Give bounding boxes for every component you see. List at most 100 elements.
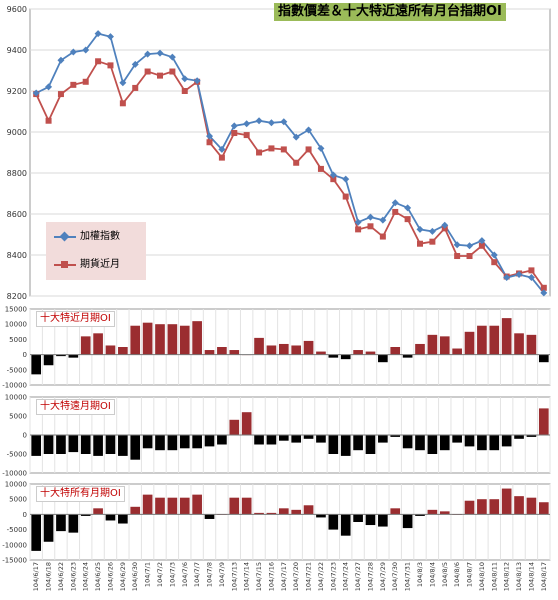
futures-point: [392, 208, 399, 215]
x-tick-label: 104/7/23: [329, 562, 337, 591]
panel-near-y-tick-label: 15000: [5, 306, 27, 314]
panel-far-bar: [415, 435, 425, 451]
panel-near-bar: [80, 336, 91, 355]
panel-far-bar: [328, 435, 339, 454]
x-tick-label: 104/6/18: [45, 562, 53, 591]
panel-all-bar: [80, 514, 91, 516]
main-y-tick-label: 8200: [7, 292, 27, 301]
futures-point: [280, 146, 287, 153]
index-point: [441, 221, 449, 229]
main-y-tick-label: 9200: [7, 87, 27, 96]
futures-point: [132, 84, 139, 91]
legend-label-index: 加權指數: [80, 231, 120, 242]
index-point: [131, 60, 139, 68]
futures-point: [57, 91, 64, 98]
panel-near-bar: [56, 354, 66, 357]
futures-point: [144, 68, 151, 75]
panel-far-bar: [130, 435, 141, 460]
main-y-tick-label: 8800: [7, 169, 27, 178]
x-tick-label: 104/6/25: [94, 562, 102, 591]
panel-near-bar: [526, 334, 537, 355]
panel-all-bar: [43, 514, 54, 542]
panel-all-bar: [415, 514, 425, 516]
legend-swatch-index: [54, 231, 76, 242]
index-point: [168, 53, 176, 61]
futures-point: [82, 78, 89, 85]
x-tick-label: 104/8/3: [416, 562, 424, 587]
index-point: [490, 251, 498, 259]
panel-near-bar: [365, 351, 376, 355]
legend-item-futures: 期貨近月: [54, 258, 120, 272]
panel-near-y-tick-label: 10000: [5, 321, 27, 329]
panel-all-y-tick-label: 0: [23, 511, 27, 519]
panel-all-bar: [229, 497, 240, 515]
panel-near-y-tick-label: -5000: [7, 366, 27, 374]
panel-all-bar: [241, 497, 252, 515]
panel-far-bar: [80, 435, 91, 454]
futures-point: [119, 100, 126, 107]
futures-point: [454, 253, 461, 260]
panel-near-bar: [378, 354, 388, 363]
main-y-tick-label: 9000: [7, 128, 27, 137]
legend-label-futures: 期貨近月: [80, 259, 120, 270]
panel-far-bar: [526, 435, 537, 437]
futures-point: [169, 68, 176, 75]
index-point: [379, 216, 387, 224]
panel-far-bar: [316, 435, 326, 443]
panel-near-y-tick-label: -10000: [2, 382, 27, 390]
panel-far-bar: [402, 435, 413, 449]
panel-far-bar: [514, 435, 524, 439]
index-point: [527, 274, 535, 282]
futures-point: [417, 240, 423, 247]
panel-all-bar: [390, 508, 401, 515]
panel-near-bar: [105, 345, 116, 355]
panel-near-bar: [278, 343, 289, 355]
panel-far-y-tick-label: 10000: [5, 394, 27, 402]
panel-all-bar: [316, 514, 326, 518]
futures-point: [355, 226, 362, 233]
index-point: [329, 171, 337, 179]
panel-all-bar: [31, 514, 42, 551]
panel-far-bar: [378, 435, 388, 443]
panel-far-bar: [489, 435, 500, 451]
panel-far-bar: [303, 435, 314, 439]
index-point: [428, 227, 436, 235]
panel-near-bar: [179, 325, 190, 355]
x-tick-label: 104/7/21: [305, 562, 313, 591]
panel-near-bar: [291, 345, 302, 355]
panel-all-y-tick-label: -10000: [2, 541, 27, 549]
index-point: [404, 204, 412, 212]
main-y-tick-label: 8600: [7, 210, 27, 219]
panel-near-bar: [192, 321, 202, 355]
index-point: [466, 242, 474, 250]
x-tick-label: 104/7/27: [354, 562, 362, 591]
legend: 加權指數 期貨近月: [46, 222, 146, 280]
futures-point: [404, 216, 411, 223]
index-point: [305, 126, 313, 134]
futures-point: [342, 193, 349, 200]
x-tick-label: 104/6/17: [32, 562, 40, 591]
index-point: [230, 122, 238, 130]
panel-all-bar: [427, 509, 438, 515]
index-point: [206, 132, 214, 140]
panel-near-bar: [229, 350, 240, 355]
panel-all-bar: [291, 509, 302, 515]
x-tick-label: 104/8/5: [441, 562, 449, 587]
futures-point: [317, 165, 324, 172]
x-tick-label: 104/7/8: [206, 562, 214, 587]
panel-near-bar: [303, 340, 314, 355]
panel-near-bar: [217, 347, 227, 355]
index-point: [156, 49, 164, 57]
x-tick-label: 104/7/15: [255, 562, 263, 591]
panel-far-y-tick-label: -5000: [7, 451, 27, 459]
panel-far-bar: [56, 435, 66, 454]
x-tick-label: 104/7/30: [391, 562, 399, 591]
panel-all-bar: [179, 497, 190, 515]
panel-far-bar: [278, 435, 289, 441]
panel-near-bar: [452, 348, 462, 355]
panel-near-bar: [31, 354, 42, 375]
index-point: [243, 120, 251, 128]
x-tick-label: 104/7/1: [144, 562, 152, 587]
panel-near-bar: [204, 350, 215, 355]
futures-point: [45, 117, 52, 124]
